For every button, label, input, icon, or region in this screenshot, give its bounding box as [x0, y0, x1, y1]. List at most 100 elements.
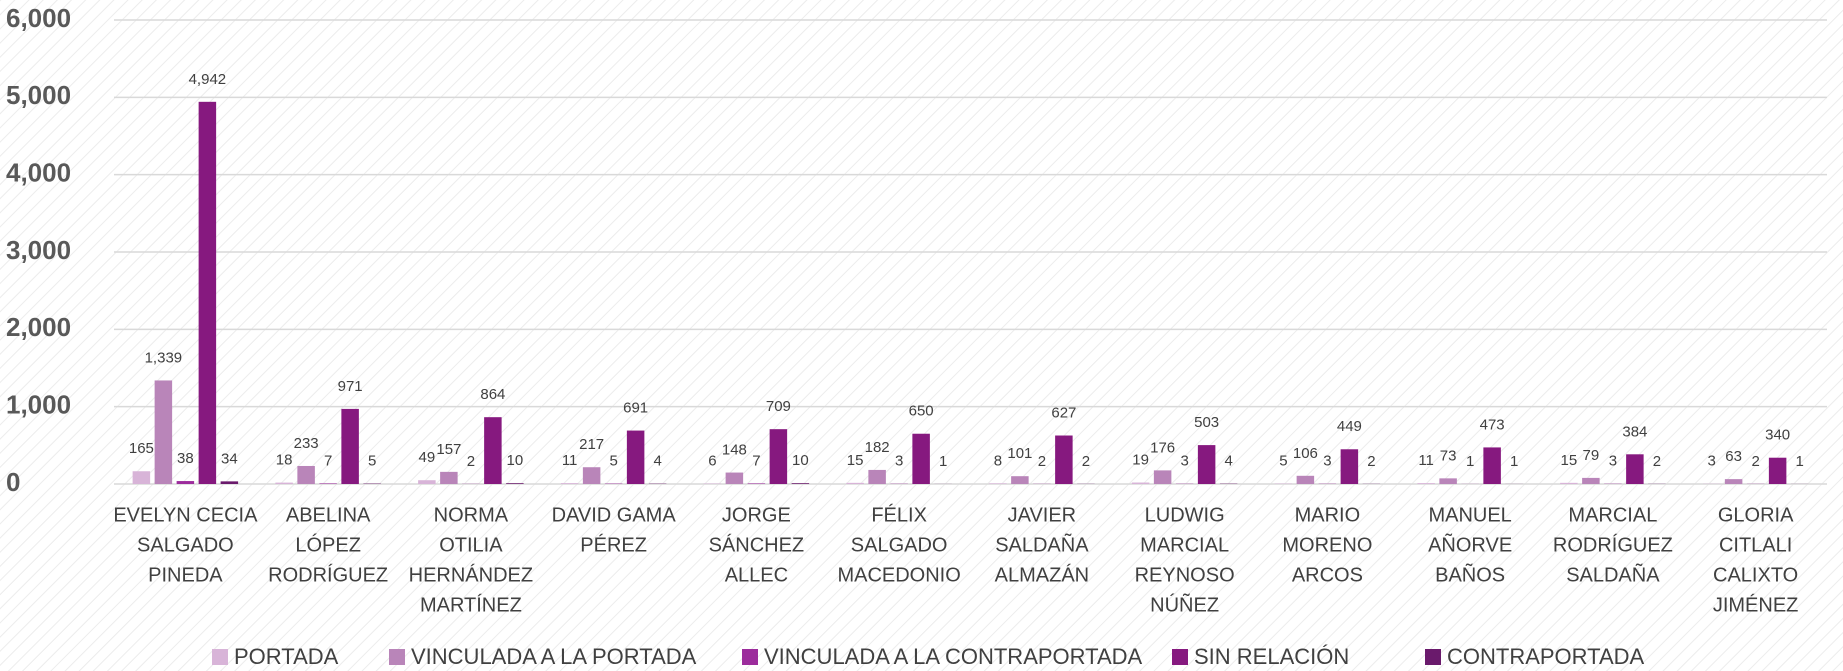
value-label: 4 — [653, 453, 661, 470]
value-label: 38 — [177, 450, 194, 467]
bar — [912, 433, 930, 484]
value-label: 7 — [752, 452, 760, 469]
x-tick-label: REYNOSO — [1135, 564, 1235, 586]
x-tick-label: ARCOS — [1292, 564, 1363, 586]
bar — [297, 465, 315, 484]
value-label: 5 — [1279, 453, 1287, 470]
legend-label: VINCULADA A LA CONTRAPORTADA — [764, 644, 1143, 669]
legend-swatch — [742, 649, 758, 665]
legend-label: CONTRAPORTADA — [1447, 644, 1645, 669]
bar — [1582, 477, 1600, 484]
value-label: 627 — [1051, 404, 1076, 421]
value-label: 5 — [368, 453, 376, 470]
x-tick-label: LÓPEZ — [295, 533, 361, 556]
value-label: 3 — [1609, 453, 1617, 470]
x-tick-label: MARTÍNEZ — [420, 593, 522, 616]
bar — [275, 482, 293, 484]
bar — [154, 380, 173, 484]
x-tick-label: CITLALI — [1719, 534, 1792, 556]
value-label: 3 — [1180, 453, 1188, 470]
x-tick-label: ABELINA — [286, 504, 371, 526]
x-tick-label: MACEDONIO — [837, 564, 960, 586]
x-tick-label: PÉREZ — [580, 533, 647, 556]
bar — [560, 483, 579, 484]
value-label: 1 — [939, 453, 947, 470]
value-label: 3 — [1707, 453, 1715, 470]
bar — [1055, 435, 1073, 484]
bar — [868, 469, 886, 484]
value-label: 8 — [994, 452, 1002, 469]
value-label: 2 — [467, 453, 475, 470]
x-tick-label: MORENO — [1282, 534, 1372, 556]
value-label: 1 — [1795, 453, 1803, 470]
y-tick-label: 4,000 — [6, 158, 71, 188]
bar — [418, 480, 436, 484]
value-label: 2 — [1367, 453, 1375, 470]
value-label: 11 — [562, 452, 578, 469]
value-label: 233 — [294, 435, 319, 452]
x-tick-label: ALMAZÁN — [995, 563, 1089, 586]
x-tick-label: MANUEL — [1428, 504, 1511, 526]
bar — [791, 483, 810, 484]
value-label: 11 — [1418, 452, 1434, 469]
value-label: 10 — [507, 452, 524, 469]
bar — [1439, 478, 1457, 484]
x-tick-label: SALGADO — [137, 534, 234, 556]
x-tick-label: CALIXTO — [1713, 564, 1798, 586]
x-tick-label: PINEDA — [148, 564, 223, 586]
value-label: 2 — [1038, 453, 1046, 470]
bar — [1153, 470, 1172, 484]
x-tick-label: NÚÑEZ — [1150, 592, 1219, 616]
bar — [1296, 475, 1315, 484]
bar — [132, 471, 151, 484]
legend-label: PORTADA — [234, 644, 339, 669]
x-tick-label: GLORIA — [1718, 504, 1794, 526]
value-label: 691 — [623, 400, 648, 417]
value-label: 709 — [766, 398, 791, 415]
value-label: 165 — [129, 440, 154, 457]
value-label: 503 — [1194, 414, 1219, 431]
value-label: 2 — [1082, 453, 1090, 470]
value-label: 4,942 — [189, 71, 227, 88]
bar — [769, 429, 788, 484]
x-tick-label: RODRÍGUEZ — [1553, 533, 1673, 556]
x-tick-label: NORMA — [434, 504, 509, 526]
x-tick-label: FÉLIX — [871, 503, 927, 526]
bar — [582, 467, 601, 484]
bar — [319, 483, 337, 484]
y-tick-label: 0 — [6, 467, 20, 497]
legend-label: SIN RELACIÓN — [1194, 644, 1349, 669]
value-label: 10 — [792, 452, 809, 469]
x-tick-label: MARCIAL — [1140, 534, 1229, 556]
y-tick-label: 1,000 — [6, 390, 71, 420]
value-label: 79 — [1583, 447, 1600, 464]
bar — [1197, 445, 1216, 484]
value-label: 4 — [1224, 453, 1232, 470]
value-label: 106 — [1293, 445, 1318, 462]
value-label: 1 — [1466, 453, 1474, 470]
legend-label: VINCULADA A LA PORTADA — [411, 644, 697, 669]
bar — [1724, 479, 1743, 484]
value-label: 449 — [1337, 418, 1362, 435]
legend-swatch — [389, 649, 405, 665]
bar — [1131, 482, 1150, 484]
bar — [484, 417, 502, 484]
y-tick-label: 2,000 — [6, 312, 71, 342]
value-label: 384 — [1622, 423, 1647, 440]
value-label: 1,339 — [145, 349, 183, 366]
bar — [506, 483, 524, 484]
value-label: 15 — [847, 452, 864, 469]
value-label: 7 — [324, 452, 332, 469]
value-label: 3 — [895, 453, 903, 470]
bar — [989, 483, 1007, 484]
legend-swatch — [212, 649, 228, 665]
y-tick-label: 3,000 — [6, 235, 71, 265]
x-tick-label: EVELYN CECIA — [113, 504, 258, 526]
x-tick-label: JORGE — [722, 504, 791, 526]
x-tick-label: SALDAÑA — [1566, 562, 1660, 586]
x-tick-label: RODRÍGUEZ — [268, 563, 388, 586]
bar — [1417, 483, 1435, 484]
legend-swatch — [1425, 649, 1441, 665]
